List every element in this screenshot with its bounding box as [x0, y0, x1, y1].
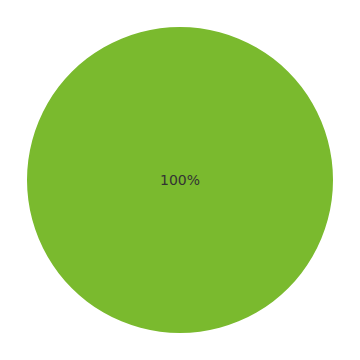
- svg-text:100%: 100%: [160, 172, 200, 188]
